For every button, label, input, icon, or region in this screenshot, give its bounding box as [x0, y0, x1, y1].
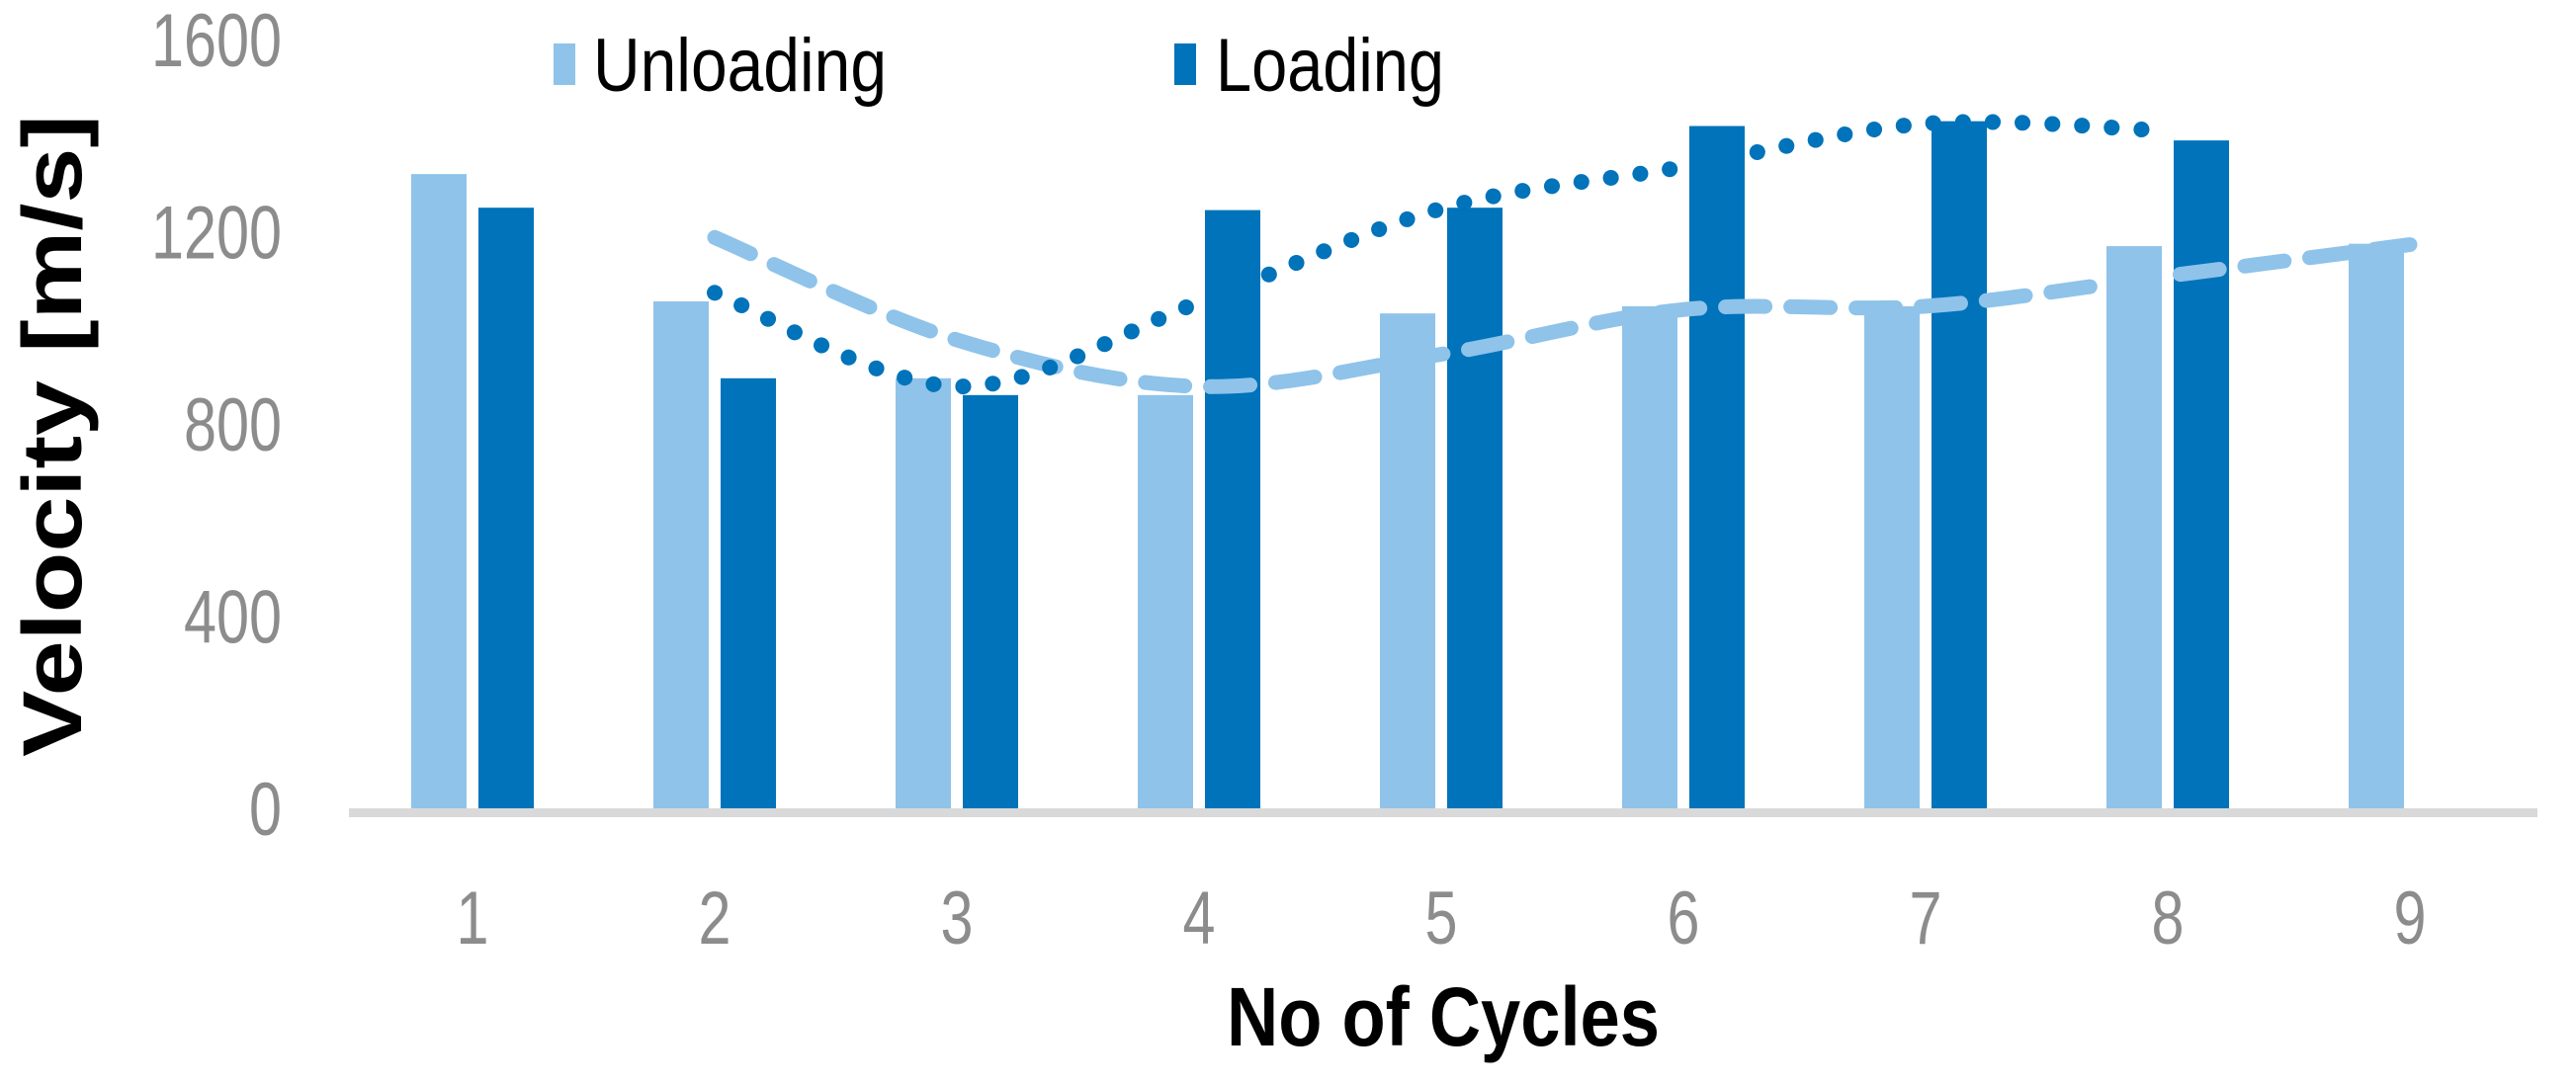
bar-unloading-cycle-1 [411, 174, 467, 808]
bar-loading-cycle-6 [1689, 125, 1745, 808]
x-tick-4: 4 [1183, 876, 1216, 960]
legend: Unloading Loading [554, 24, 1444, 108]
bar-unloading-cycle-3 [896, 377, 951, 808]
y-tick-800: 800 [184, 383, 282, 467]
y-axis: Velocity [m/s] 0 400 800 1200 1600 [6, 0, 282, 852]
x-tick-8: 8 [2152, 876, 2185, 960]
bar-loading-cycle-2 [721, 377, 776, 808]
y-axis-title: Velocity [m/s] [6, 115, 99, 757]
x-axis: 1 2 3 4 5 6 7 8 9 No of Cycles [457, 876, 2427, 1063]
y-tick-400: 400 [184, 576, 282, 660]
bar-loading-cycle-3 [963, 394, 1018, 808]
trendline-dotted [707, 114, 2176, 395]
bar-unloading-cycle-2 [653, 301, 709, 809]
x-tick-3: 3 [941, 876, 974, 960]
bar-loading-cycle-8 [2174, 140, 2229, 809]
bar-unloading-cycle-9 [2349, 243, 2404, 808]
bar-loading-cycle-1 [478, 208, 534, 808]
x-tick-5: 5 [1425, 876, 1458, 960]
x-tick-2: 2 [699, 876, 731, 960]
y-tick-1600: 1600 [151, 0, 282, 83]
x-tick-7: 7 [1910, 876, 1942, 960]
x-tick-labels: 1 2 3 4 5 6 7 8 9 [457, 876, 2427, 960]
bars [411, 121, 2404, 809]
bar-unloading-cycle-7 [1864, 305, 1920, 808]
legend-label-loading: Loading [1216, 24, 1444, 108]
bar-unloading-cycle-4 [1138, 394, 1193, 808]
bar-loading-cycle-5 [1447, 208, 1503, 808]
trendlines [707, 114, 2418, 395]
y-tick-0: 0 [249, 768, 282, 852]
bar-unloading-cycle-6 [1622, 305, 1677, 808]
x-axis-title: No of Cycles [1227, 970, 1660, 1063]
bar-loading-cycle-4 [1205, 209, 1260, 808]
legend-label-unloading: Unloading [593, 24, 887, 108]
bar-unloading-cycle-5 [1380, 313, 1435, 808]
x-tick-6: 6 [1668, 876, 1700, 960]
legend-marker-unloading [554, 43, 575, 85]
legend-marker-loading [1174, 43, 1196, 85]
x-tick-1: 1 [457, 876, 489, 960]
x-axis-line [349, 808, 2537, 817]
y-tick-labels: 0 400 800 1200 1600 [151, 0, 282, 852]
bar-unloading-cycle-8 [2106, 246, 2162, 808]
x-tick-9: 9 [2394, 876, 2427, 960]
bar-loading-cycle-7 [1932, 121, 1987, 809]
y-tick-1200: 1200 [151, 192, 282, 276]
trendline-dashed [707, 229, 2418, 394]
